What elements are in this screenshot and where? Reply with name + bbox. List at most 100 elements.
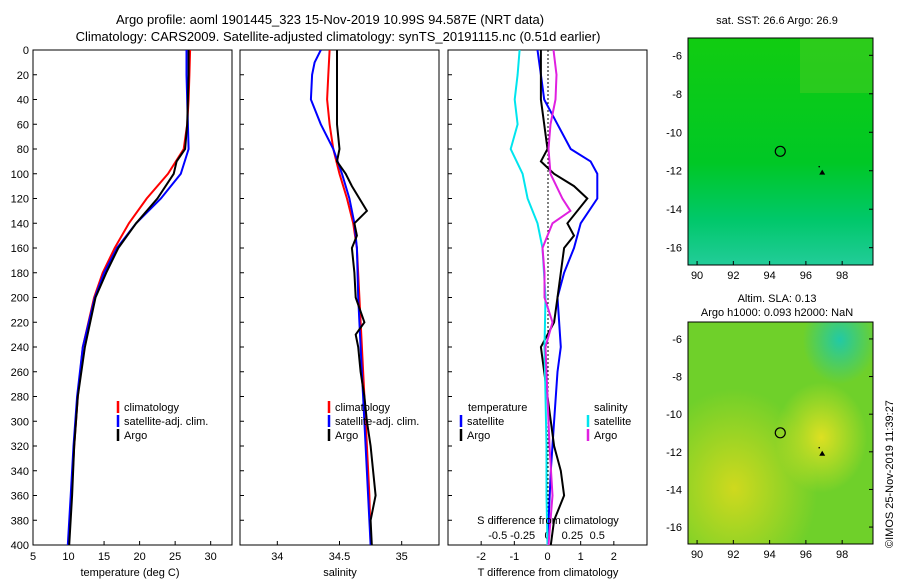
sst-map-frame <box>687 37 874 266</box>
map-y-tick-label: -14 <box>666 484 682 496</box>
sla-map-low-northeast <box>688 322 873 544</box>
sst-map-markers <box>774 145 826 175</box>
map-y-tick-label: -12 <box>666 166 682 178</box>
depth-tick-label: 280 <box>11 392 29 404</box>
difference-series <box>509 50 599 545</box>
depth-tick-label: 120 <box>11 194 29 206</box>
map-y-tick-label: -10 <box>666 409 682 421</box>
depth-tick-label: 140 <box>11 218 29 230</box>
salinity-axis-label: salinity <box>323 567 357 579</box>
map-y-tick-label: -6 <box>672 334 682 346</box>
imos-watermark: ©IMOS 25-Nov-2019 11:39:27 <box>884 400 896 548</box>
depth-axis: 0 20 40 60 80 100 120 140 160 180 200 220 240 260 280 3… <box>11 45 452 552</box>
x-tick-label: 30 <box>205 551 217 563</box>
s-difference-axis-label: S difference from climatology <box>477 515 619 527</box>
x-tick-label: 1 <box>578 551 584 563</box>
temperature-line-0 <box>67 50 192 545</box>
depth-tick-label: 100 <box>11 169 29 181</box>
x-tick-label: -1 <box>509 551 519 563</box>
x-tick-label: 5 <box>30 551 36 563</box>
depth-tick-label: 360 <box>11 491 29 503</box>
legend-label-argo: Argo <box>335 430 358 442</box>
depth-tick-label: 60 <box>17 119 29 131</box>
s-diff-tick-label: -0.5 <box>488 530 507 542</box>
difference-line-3 <box>541 50 572 545</box>
legend-label-satellite: satellite-adj. clim. <box>335 416 419 428</box>
s-diff-tick-label: -0.25 <box>510 530 535 542</box>
x-tick-label: 34 <box>271 551 283 563</box>
depth-tick-label: 320 <box>11 441 29 453</box>
difference-legend: temperature satellite Argo salinity sate… <box>459 402 631 442</box>
map-x-tick-label: 94 <box>763 549 775 561</box>
sst-map-warm-patch <box>800 38 873 93</box>
map-x-tick-label: 94 <box>763 270 775 282</box>
sst-map-title: sat. SST: 26.6 Argo: 26.9 <box>716 15 838 27</box>
map-x-tick-label: 98 <box>836 549 848 561</box>
x-tick-label: 35 <box>396 551 408 563</box>
depth-tick-label: 80 <box>17 144 29 156</box>
legend-title-salinity: salinity <box>594 402 628 414</box>
sla-map-title-1: Altim. SLA: 0.13 <box>738 293 817 305</box>
depth-tick-label: 300 <box>11 416 29 428</box>
salinity-series <box>309 50 377 545</box>
salinity-panel-frame <box>239 49 440 546</box>
legend-title-temperature: temperature <box>468 402 527 414</box>
argo-position-marker <box>774 145 786 157</box>
s-diff-tick-label: 0.25 <box>562 530 583 542</box>
depth-tick-label: 0 <box>23 45 29 57</box>
salinity-line-2 <box>335 50 377 545</box>
s-diff-tick-label: 0.5 <box>590 530 605 542</box>
salinity-line-0 <box>326 50 372 545</box>
map-y-tick-label: -14 <box>666 204 682 216</box>
salinity-legend: climatology satellite-adj. clim. Argo <box>327 401 419 442</box>
temperature-panel-frame <box>32 49 233 546</box>
depth-tick-label: 260 <box>11 367 29 379</box>
difference-line-2 <box>509 50 549 545</box>
title-line-1: Argo profile: aoml 1901445_323 15-Nov-20… <box>116 12 544 27</box>
legend-label-climatology: climatology <box>335 402 391 414</box>
legend-label-satellite: satellite-adj. clim. <box>124 416 208 428</box>
x-tick-label: 20 <box>133 551 145 563</box>
legend-label-t-argo: Argo <box>467 430 490 442</box>
depth-tick-label: 180 <box>11 268 29 280</box>
depth-tick-label: 20 <box>17 70 29 82</box>
temperature-line-1 <box>66 50 190 545</box>
map-y-tick-label: -12 <box>666 447 682 459</box>
salinity-line-1 <box>309 50 372 545</box>
sla-map-markers <box>774 427 826 456</box>
x-tick-label: 15 <box>98 551 110 563</box>
float-track-dot <box>818 165 821 168</box>
map-y-tick-label: -6 <box>672 50 682 62</box>
map-y-tick-label: -8 <box>672 89 682 101</box>
map-x-tick-label: 92 <box>727 270 739 282</box>
legend-label-argo: Argo <box>124 430 147 442</box>
x-tick-label: 0 <box>544 551 550 563</box>
legend-label-t-satellite: satellite <box>467 416 504 428</box>
sst-map-axes: 90 92 94 96 98 -6 -8 -10 -12 -14 -16 <box>666 50 873 282</box>
map-y-tick-label: -8 <box>672 372 682 384</box>
temperature-legend: climatology satellite-adj. clim. Argo <box>116 401 208 442</box>
map-x-tick-label: 96 <box>800 549 812 561</box>
map-y-tick-label: -16 <box>666 243 682 255</box>
map-y-tick-label: -16 <box>666 522 682 534</box>
temperature-axis-label: temperature (deg C) <box>80 567 179 579</box>
depth-tick-label: 220 <box>11 317 29 329</box>
temperature-line-2 <box>68 50 190 545</box>
t-difference-axis-label: T difference from climatology <box>478 567 619 579</box>
depth-tick-label: 400 <box>11 540 29 552</box>
sla-map-frame <box>687 321 874 545</box>
temperature-series <box>66 50 192 545</box>
depth-tick-label: 240 <box>11 342 29 354</box>
map-x-tick-label: 92 <box>727 549 739 561</box>
sla-map-title-2: Argo h1000: 0.093 h2000: NaN <box>701 307 853 319</box>
x-tick-label: 25 <box>169 551 181 563</box>
argo-position-marker <box>774 427 786 439</box>
sla-map-axes: 90 92 94 96 98 -6 -8 -10 -12 -14 -16 <box>666 334 873 561</box>
depth-tick-label: 40 <box>17 95 29 107</box>
map-x-tick-label: 90 <box>691 270 703 282</box>
depth-tick-label: 340 <box>11 466 29 478</box>
sla-map <box>687 321 874 545</box>
depth-tick-label: 160 <box>11 243 29 255</box>
legend-label-s-satellite: satellite <box>594 416 631 428</box>
x-tick-label: 10 <box>62 551 74 563</box>
